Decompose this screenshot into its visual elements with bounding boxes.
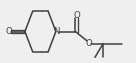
Text: O: O <box>86 39 92 48</box>
Text: O: O <box>5 27 12 36</box>
Text: N: N <box>53 27 59 36</box>
Text: O: O <box>74 11 80 20</box>
